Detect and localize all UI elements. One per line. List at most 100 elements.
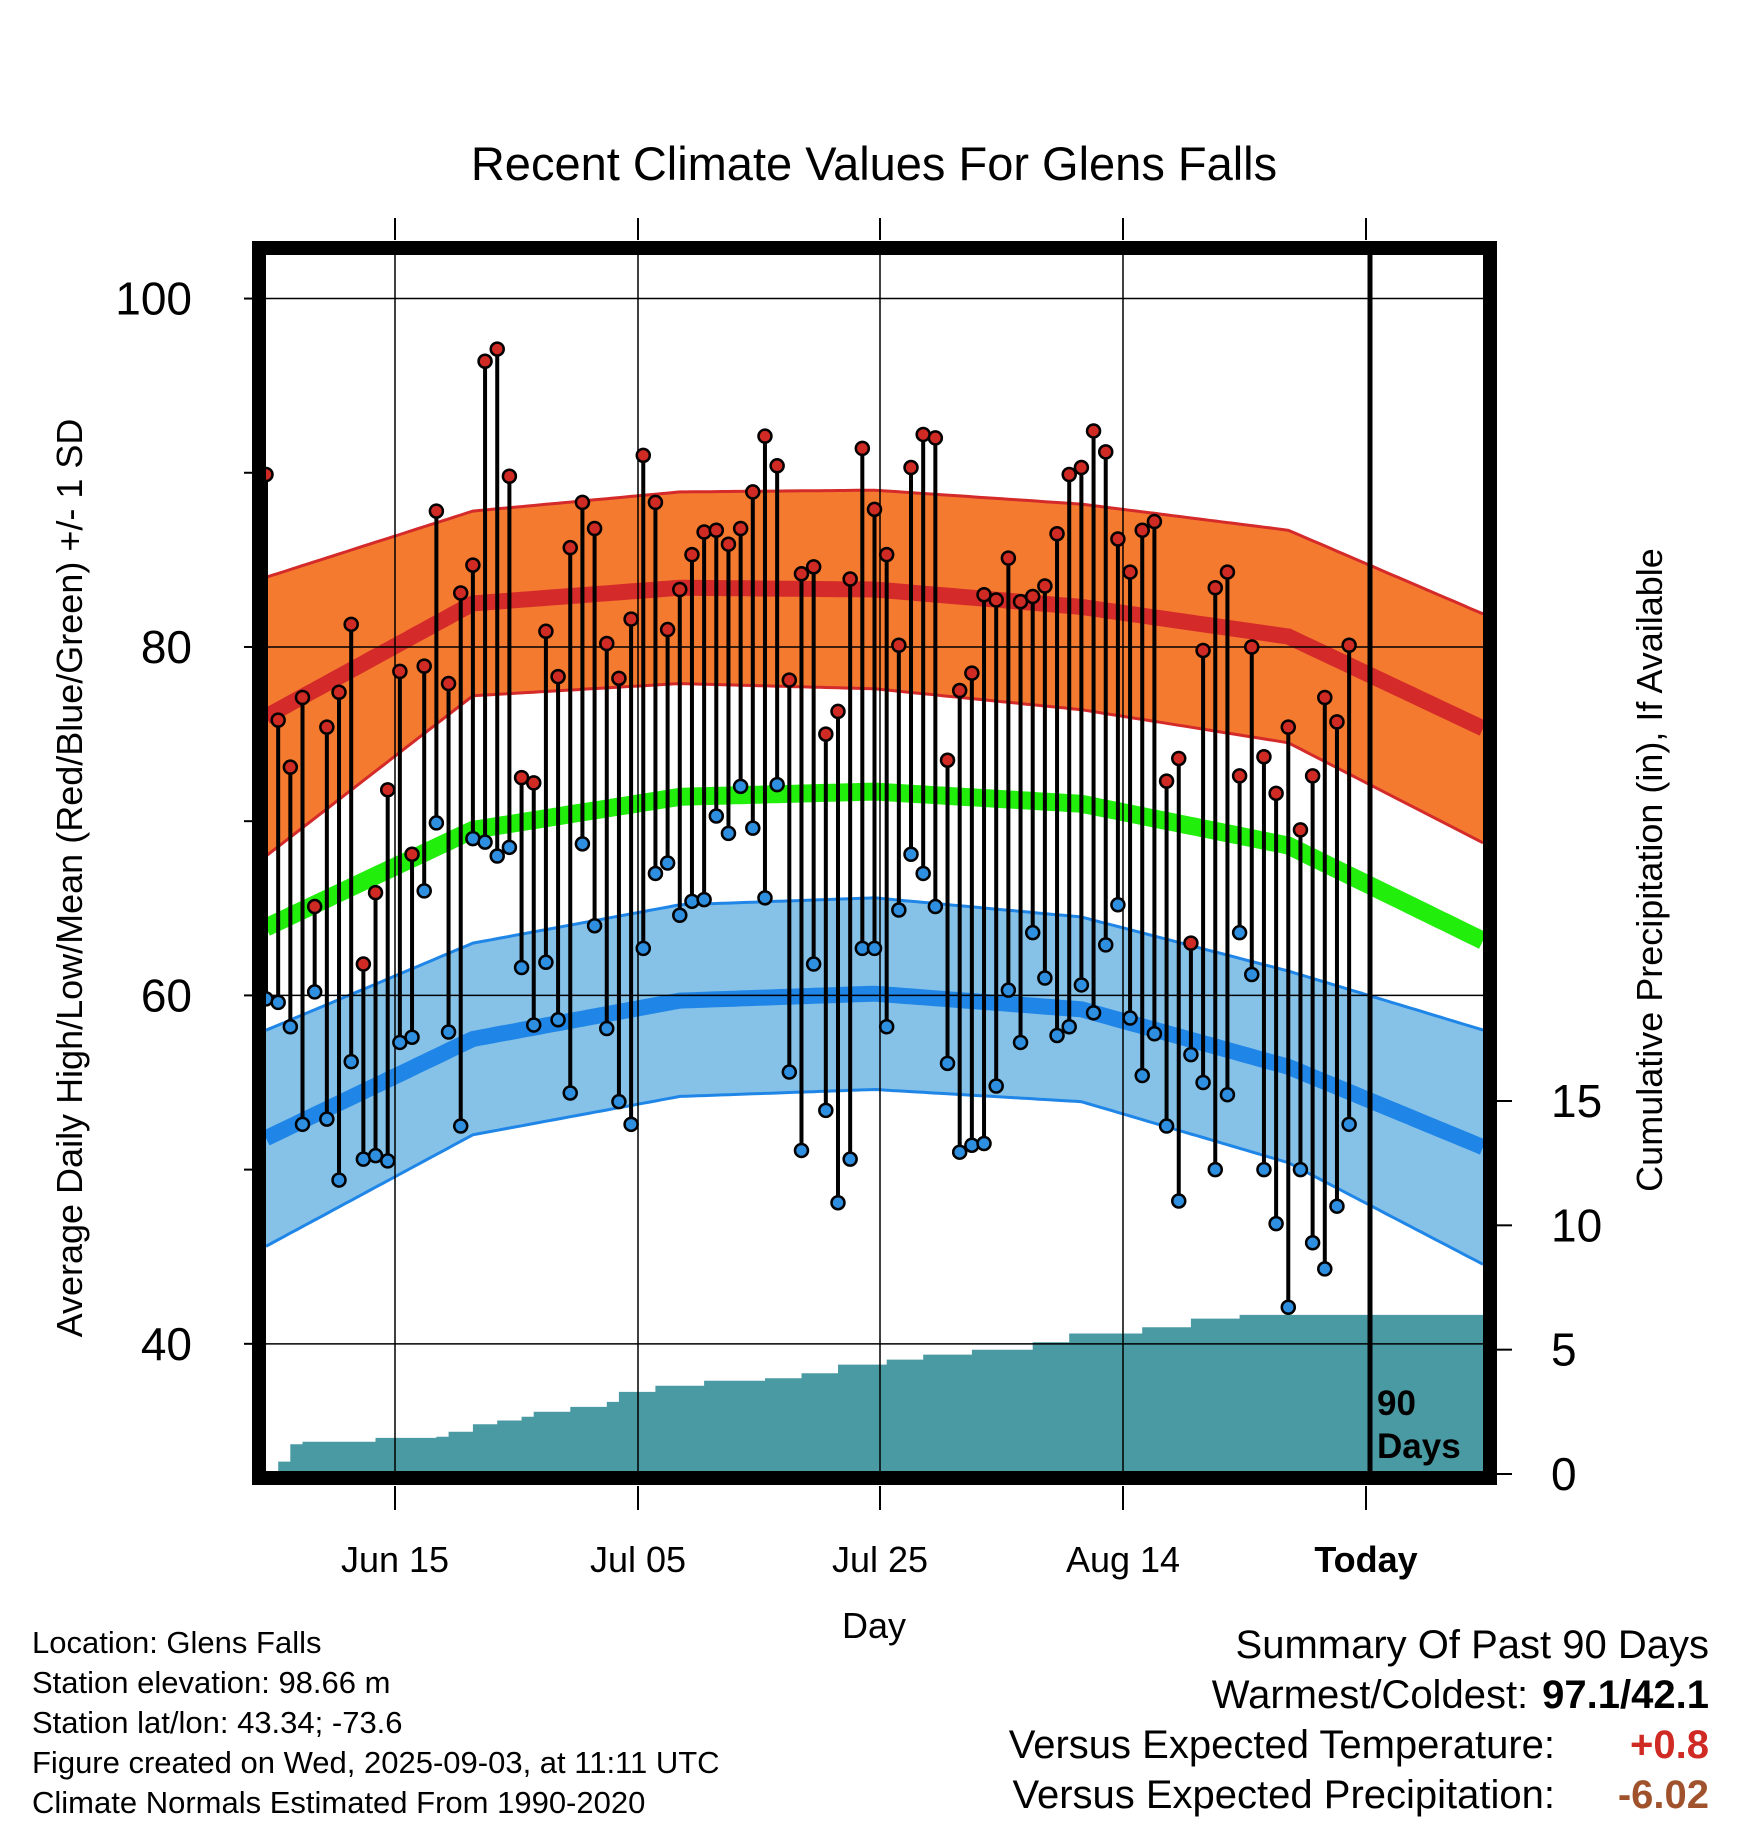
low-point-day-48 xyxy=(842,1151,858,1167)
high-point-day-34 xyxy=(672,581,688,598)
high-point-day-66 xyxy=(1061,466,1077,483)
low-point-day-83 xyxy=(1268,1215,1284,1232)
low-point-day-21 xyxy=(513,959,530,976)
today-label-days: Days xyxy=(1377,1427,1461,1466)
low-point-day-51 xyxy=(878,1019,895,1035)
chart-title: Recent Climate Values For Glens Falls xyxy=(471,137,1277,190)
low-point-day-42 xyxy=(769,776,785,793)
low-point-day-31 xyxy=(635,940,652,957)
low-point-day-63 xyxy=(1024,924,1041,941)
low-point-day-20 xyxy=(501,839,518,856)
y-tick-label-80: 80 xyxy=(141,621,192,673)
high-point-day-2 xyxy=(282,759,299,775)
low-point-day-61 xyxy=(1000,982,1017,998)
high-point-day-19 xyxy=(489,341,505,357)
x-tick-label-2: Jul 25 xyxy=(832,1539,928,1580)
high-point-day-88 xyxy=(1329,714,1345,730)
axis-ticks: 40 60 80 100 0 5 10 15 Jun 15 Jul 05 Jul 25 Aug 14 T… xyxy=(115,218,1602,1580)
temp-value: +0.8 xyxy=(1630,1723,1709,1767)
high-point-day-13 xyxy=(416,658,432,674)
elevation-text: Station elevation: 98.66 m xyxy=(32,1665,391,1700)
high-point-day-56 xyxy=(939,752,956,768)
high-point-day-41 xyxy=(757,428,773,444)
low-point-day-37 xyxy=(708,808,725,824)
y-tick-label-40: 40 xyxy=(141,1318,192,1370)
high-point-day-30 xyxy=(623,611,639,627)
high-point-day-52 xyxy=(891,637,907,653)
plot-frame xyxy=(252,241,1497,1485)
y2-tick-label-0: 0 xyxy=(1551,1448,1577,1500)
high-point-day-23 xyxy=(538,623,554,640)
low-point-day-24 xyxy=(550,1012,566,1028)
high-point-day-25 xyxy=(562,539,578,556)
station-info: Location: Glens Falls Station elevation:… xyxy=(32,1623,720,1823)
y-axis-label: Average Daily High/Low/Mean (Red/Blue/Gr… xyxy=(49,419,90,1338)
low-point-day-52 xyxy=(891,902,907,918)
high-point-day-78 xyxy=(1207,579,1224,596)
y-tick-label-100: 100 xyxy=(115,273,192,325)
low-point-day-4 xyxy=(306,984,323,1000)
low-point-day-32 xyxy=(647,865,664,882)
low-point-day-56 xyxy=(939,1055,956,1072)
low-point-day-18 xyxy=(477,834,493,850)
high-point-day-5 xyxy=(319,719,335,735)
low-point-day-74 xyxy=(1158,1118,1175,1134)
low-point-day-75 xyxy=(1171,1193,1187,1209)
high-point-day-24 xyxy=(550,668,566,685)
low-point-day-76 xyxy=(1183,1046,1199,1063)
high-point-day-29 xyxy=(611,670,627,687)
high-point-day-81 xyxy=(1244,639,1260,655)
high-point-day-82 xyxy=(1256,748,1272,765)
high-point-day-76 xyxy=(1183,935,1199,951)
normal-high-band-upper-edge xyxy=(265,488,1484,616)
high-point-day-4 xyxy=(306,898,323,915)
high-point-day-10 xyxy=(379,782,396,798)
high-point-day-49 xyxy=(854,440,871,457)
low-point-day-44 xyxy=(793,1142,810,1159)
low-point-day-89 xyxy=(1341,1116,1357,1133)
x-tick-label-4: Today xyxy=(1314,1539,1417,1580)
low-point-day-70 xyxy=(1110,897,1126,913)
high-point-day-32 xyxy=(647,494,664,511)
low-point-day-54 xyxy=(915,865,931,882)
low-point-day-7 xyxy=(343,1053,359,1070)
high-point-day-89 xyxy=(1341,637,1357,653)
high-point-day-26 xyxy=(574,494,591,511)
low-point-day-82 xyxy=(1256,1161,1272,1178)
low-point-day-1 xyxy=(270,994,286,1011)
high-point-day-44 xyxy=(793,566,810,582)
high-point-day-38 xyxy=(720,536,737,552)
high-point-day-31 xyxy=(635,447,652,464)
high-point-day-65 xyxy=(1049,525,1065,542)
daily-range-stems xyxy=(264,349,1352,1308)
low-point-day-43 xyxy=(781,1064,798,1080)
latlon-text: Station lat/lon: 43.34; -73.6 xyxy=(32,1705,403,1740)
high-point-day-20 xyxy=(501,468,518,484)
low-point-day-55 xyxy=(927,898,944,915)
low-point-day-84 xyxy=(1280,1299,1297,1315)
warm-cold-label: Warmest/Coldest: xyxy=(1211,1673,1529,1717)
low-point-day-81 xyxy=(1244,966,1260,983)
high-point-day-28 xyxy=(599,635,615,652)
high-point-day-37 xyxy=(708,522,725,539)
low-point-day-3 xyxy=(294,1116,311,1133)
low-point-day-80 xyxy=(1231,924,1248,941)
low-point-day-25 xyxy=(562,1085,578,1101)
high-point-day-43 xyxy=(781,672,798,688)
high-point-day-80 xyxy=(1231,768,1248,784)
high-point-day-40 xyxy=(745,484,761,500)
high-point-day-12 xyxy=(404,846,420,863)
warm-cold-value: 97.1/42.1 xyxy=(1542,1673,1709,1717)
high-point-day-27 xyxy=(586,520,603,537)
low-point-day-5 xyxy=(319,1111,335,1127)
high-point-day-11 xyxy=(392,663,408,680)
high-point-day-70 xyxy=(1110,531,1126,547)
high-point-day-33 xyxy=(659,621,676,638)
low-point-day-16 xyxy=(452,1118,469,1134)
low-point-day-65 xyxy=(1049,1027,1065,1044)
high-point-day-60 xyxy=(988,592,1004,608)
high-point-day-14 xyxy=(428,503,445,519)
high-point-day-18 xyxy=(477,353,493,370)
low-point-day-41 xyxy=(757,890,773,906)
